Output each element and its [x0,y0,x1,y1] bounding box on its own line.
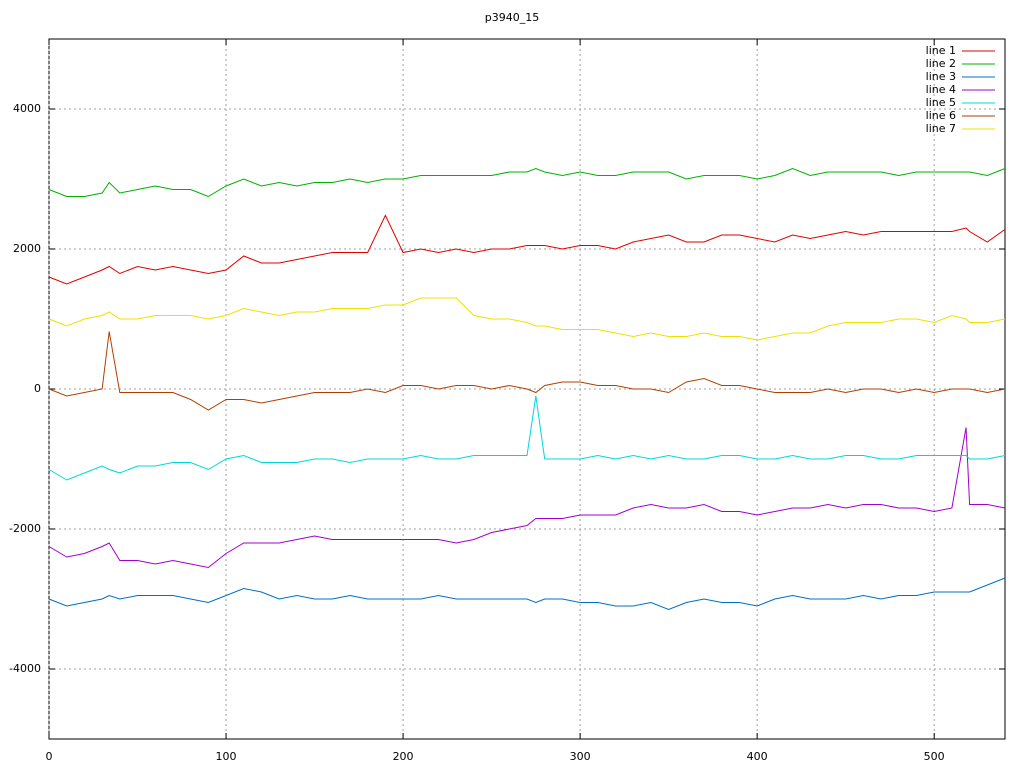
x-tick-label: 200 [393,750,414,763]
data-line [48,167,1006,198]
chart-title: p3940_15 [485,11,539,24]
data-line [48,297,1006,341]
x-tick-label: 400 [747,750,768,763]
x-tick-label: 300 [570,750,591,763]
data-line [48,214,1006,285]
legend-label: line 3 [926,70,956,83]
legend-label: line 7 [926,122,956,135]
y-tick-label: 0 [34,382,41,395]
legend-label: line 4 [926,83,956,96]
data-line [48,577,1006,611]
y-tick-label: 2000 [13,242,41,255]
x-tick-label: 100 [216,750,237,763]
x-tick-label: 0 [46,750,53,763]
legend-label: line 5 [926,96,956,109]
data-line [48,427,1006,569]
y-tick-label: -2000 [9,522,41,535]
data-line [48,331,1006,411]
data-line [48,395,1006,481]
legend-label: line 2 [926,57,956,70]
y-tick-label: 4000 [13,102,41,115]
legend-label: line 6 [926,109,956,122]
x-tick-label: 500 [924,750,945,763]
y-tick-label: -4000 [9,662,41,675]
legend-label: line 1 [926,44,956,57]
